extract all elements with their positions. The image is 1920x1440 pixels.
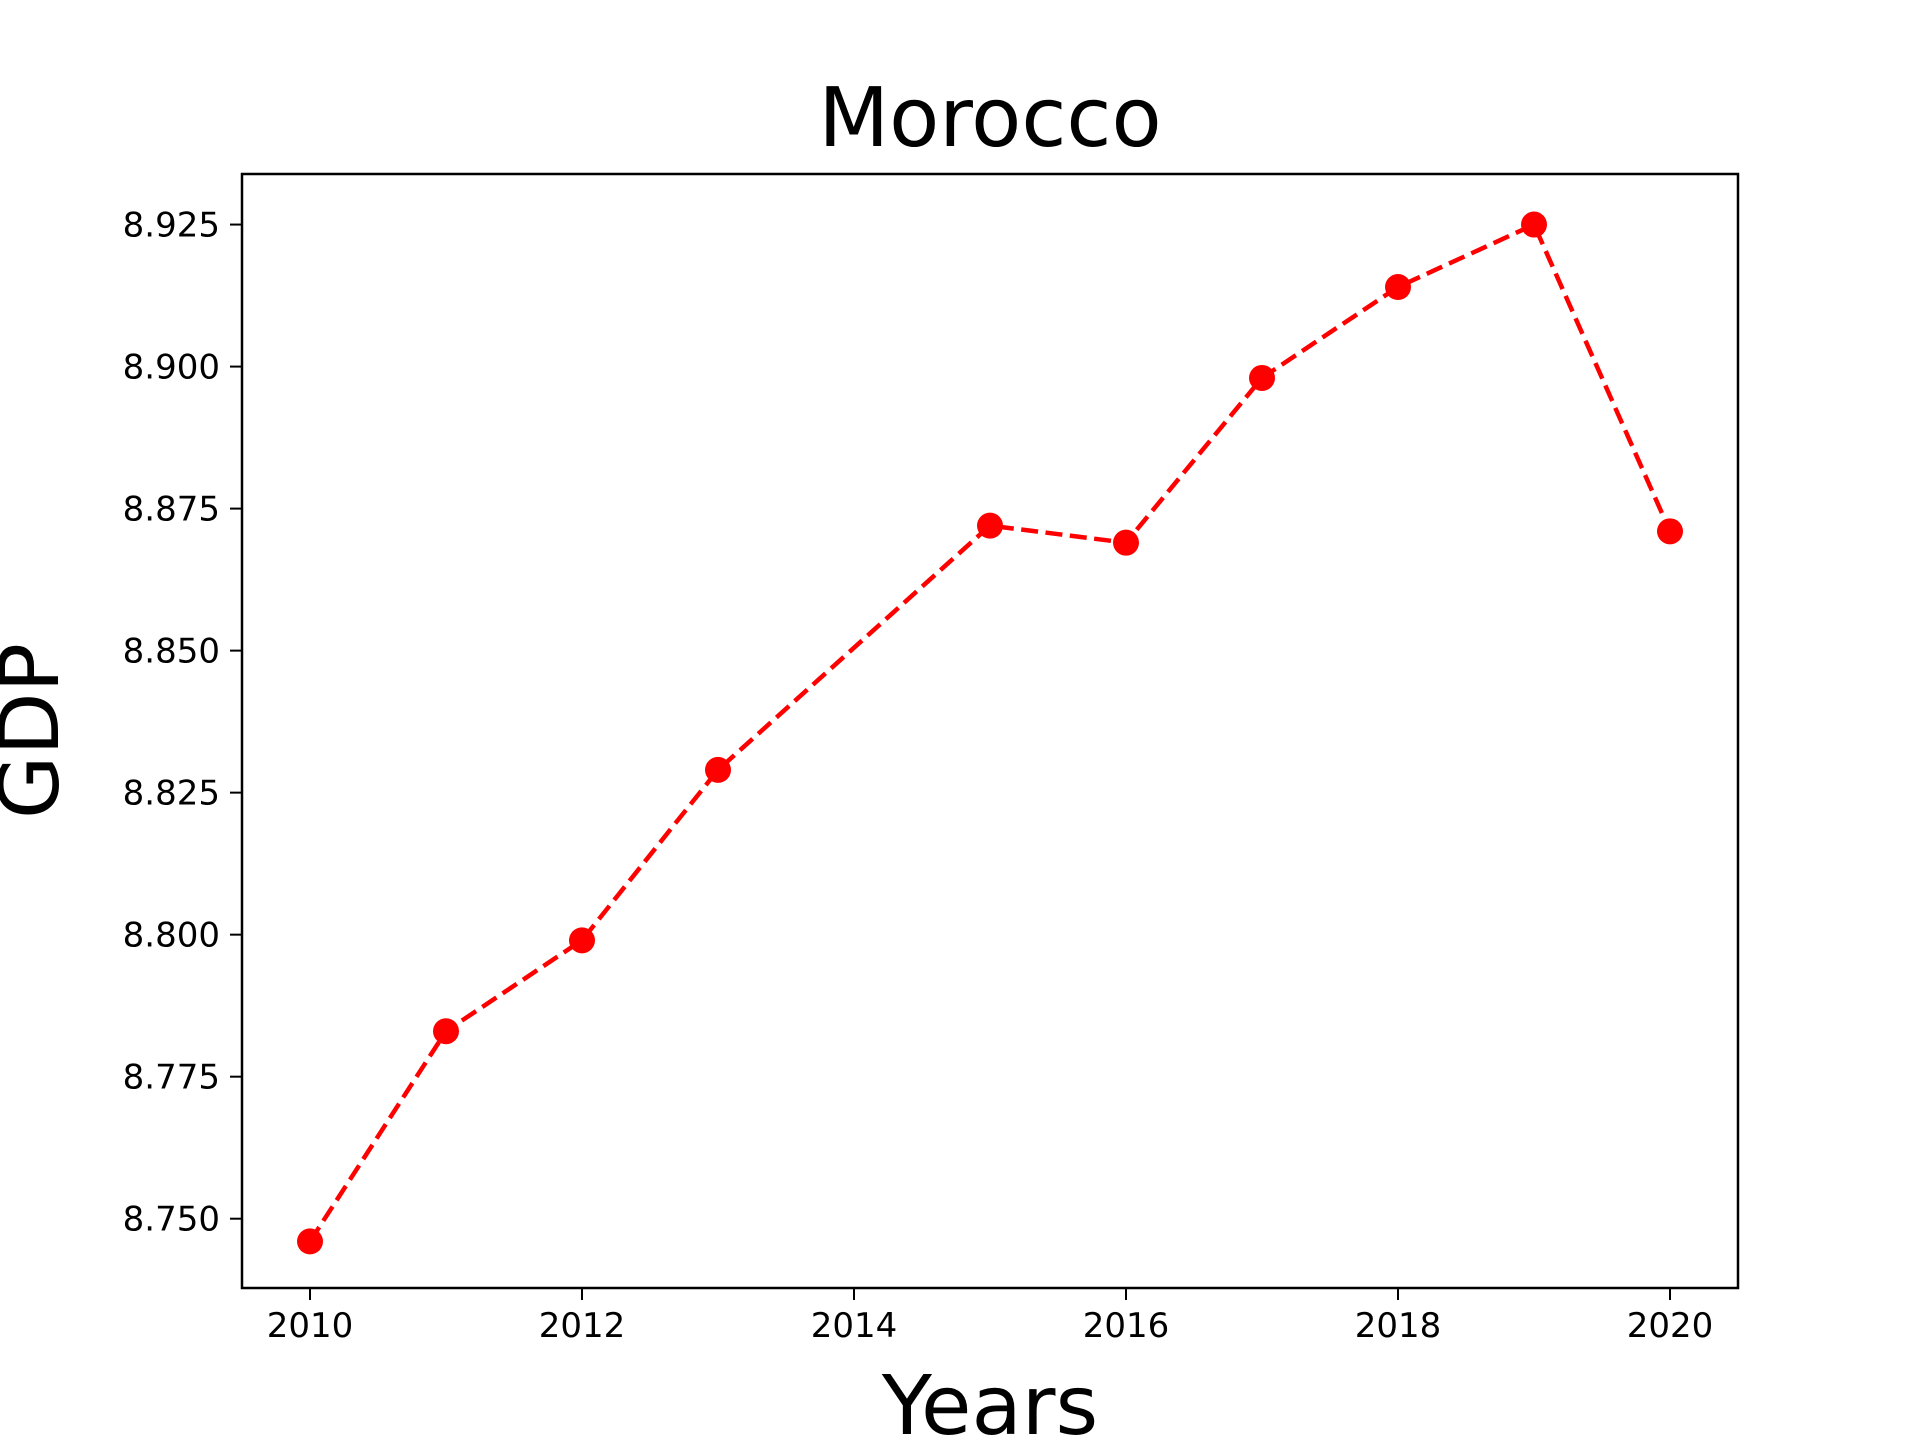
x-tick-label: 2010 bbox=[267, 1306, 354, 1346]
y-tick-label: 8.775 bbox=[123, 1058, 220, 1098]
y-tick-label: 8.800 bbox=[123, 916, 220, 956]
x-tick-label: 2020 bbox=[1627, 1306, 1714, 1346]
y-tick-label: 8.850 bbox=[123, 632, 220, 672]
x-tick-label: 2014 bbox=[811, 1306, 898, 1346]
data-point bbox=[705, 756, 731, 783]
y-axis-label: GDP bbox=[0, 643, 78, 819]
data-point bbox=[1249, 364, 1275, 391]
y-tick-label: 8.900 bbox=[123, 348, 220, 388]
axes: 2010 2012 2014 2016 2018 2020 8.750 8.775 8.800 8… bbox=[123, 206, 1714, 1346]
data-point bbox=[1521, 211, 1547, 238]
chart-title: Morocco bbox=[818, 71, 1161, 166]
plot-area bbox=[297, 211, 1683, 1255]
data-point bbox=[977, 512, 1003, 539]
data-point bbox=[1113, 529, 1139, 556]
plot-frame bbox=[240, 172, 1740, 1290]
y-tick-label: 8.925 bbox=[123, 206, 220, 246]
data-point bbox=[1385, 274, 1411, 301]
y-tick-label: 8.750 bbox=[123, 1200, 220, 1240]
data-point bbox=[433, 1018, 459, 1045]
series-line bbox=[308, 221, 1673, 1243]
data-point bbox=[1657, 518, 1683, 545]
x-tick-label: 2016 bbox=[1083, 1306, 1170, 1346]
y-tick-label: 8.825 bbox=[123, 774, 220, 814]
x-tick-label: 2012 bbox=[539, 1306, 626, 1346]
data-point bbox=[569, 927, 595, 954]
data-point bbox=[297, 1228, 323, 1255]
x-tick-label: 2018 bbox=[1355, 1306, 1442, 1346]
x-axis-label: Years bbox=[881, 1359, 1098, 1440]
y-tick-label: 8.875 bbox=[123, 490, 220, 530]
